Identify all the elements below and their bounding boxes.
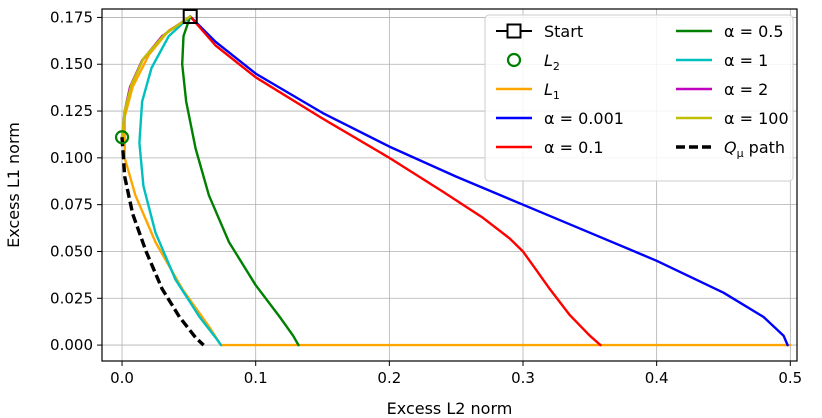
series-line-l1	[123, 16, 792, 347]
series-line-alpha-2	[120, 15, 192, 139]
x-tick-label: 0.4	[645, 369, 669, 387]
legend-item-alpha-1: α = 1	[676, 51, 768, 70]
legend-label: α = 0.1	[544, 138, 604, 157]
x-axis-ticks: 0.0 0.1 0.2 0.3 0.4 0.5	[110, 361, 802, 387]
legend-label: α = 0.5	[724, 22, 784, 41]
x-tick-label: 0.0	[110, 369, 134, 387]
legend-item-start: Start	[496, 22, 583, 41]
y-tick-label: 0.150	[50, 55, 93, 73]
legend-label: α = 2	[724, 80, 768, 99]
y-tick-label: 0.050	[50, 242, 93, 260]
marker-l2	[114, 130, 130, 145]
y-tick-label: 0.125	[50, 102, 93, 120]
legend-label: α = 0.001	[544, 109, 624, 128]
legend: Start α = 0.5 L2 α = 1 L1 α = 2 α = 0.001 α = 1…	[484, 14, 794, 182]
series-layer	[120, 15, 792, 347]
y-tick-label: 0.075	[50, 196, 93, 214]
plot-frame	[101, 8, 798, 362]
x-tick-label: 0.2	[377, 369, 401, 387]
marker-start	[182, 8, 198, 24]
series-line-alpha-0-5	[181, 15, 300, 347]
legend-item-q-mu-path: Qμ path	[676, 138, 785, 160]
series-line-alpha-1	[138, 15, 223, 347]
legend-label: α = 100	[724, 109, 789, 128]
legend-item-alpha-0-5: α = 0.5	[676, 22, 784, 41]
y-tick-label: 0.100	[50, 149, 93, 167]
legend-marker	[506, 52, 522, 68]
y-tick-label: 0.175	[50, 8, 93, 26]
series-line-alpha-100	[120, 15, 192, 139]
legend-label: L1	[544, 80, 560, 102]
series-line-alpha-0-001	[189, 15, 789, 347]
y-tick-label: 0.025	[50, 289, 93, 307]
legend-item-alpha-2: α = 2	[676, 80, 768, 99]
legend-marker	[506, 23, 522, 39]
series-line-alpha-0-1	[189, 15, 602, 347]
x-tick-label: 0.1	[244, 369, 268, 387]
marker-layer	[114, 8, 198, 145]
series-line-q-mu-path	[120, 137, 205, 347]
legend-item-alpha-0-1: α = 0.1	[496, 138, 604, 157]
legend-label: Start	[544, 22, 583, 41]
legend-item-alpha-0-001: α = 0.001	[496, 109, 624, 128]
x-tick-label: 0.3	[511, 369, 535, 387]
x-axis-label: Excess L2 norm	[387, 399, 513, 418]
x-tick-label: 0.5	[778, 369, 802, 387]
legend-label: L2	[544, 51, 560, 73]
legend-label: α = 1	[724, 51, 768, 70]
legend-item-l2: L2	[506, 51, 560, 73]
legend-item-alpha-100: α = 100	[676, 109, 789, 128]
legend-item-l1: L1	[496, 80, 560, 102]
y-axis-label: Excess L1 norm	[4, 122, 23, 248]
y-axis-ticks: 0.000 0.025 0.050 0.075 0.100 0.125 0.150 0.175	[50, 8, 102, 354]
legend-label: Qμ path	[724, 138, 785, 160]
legend-box	[484, 14, 794, 182]
y-tick-label: 0.000	[50, 336, 93, 354]
